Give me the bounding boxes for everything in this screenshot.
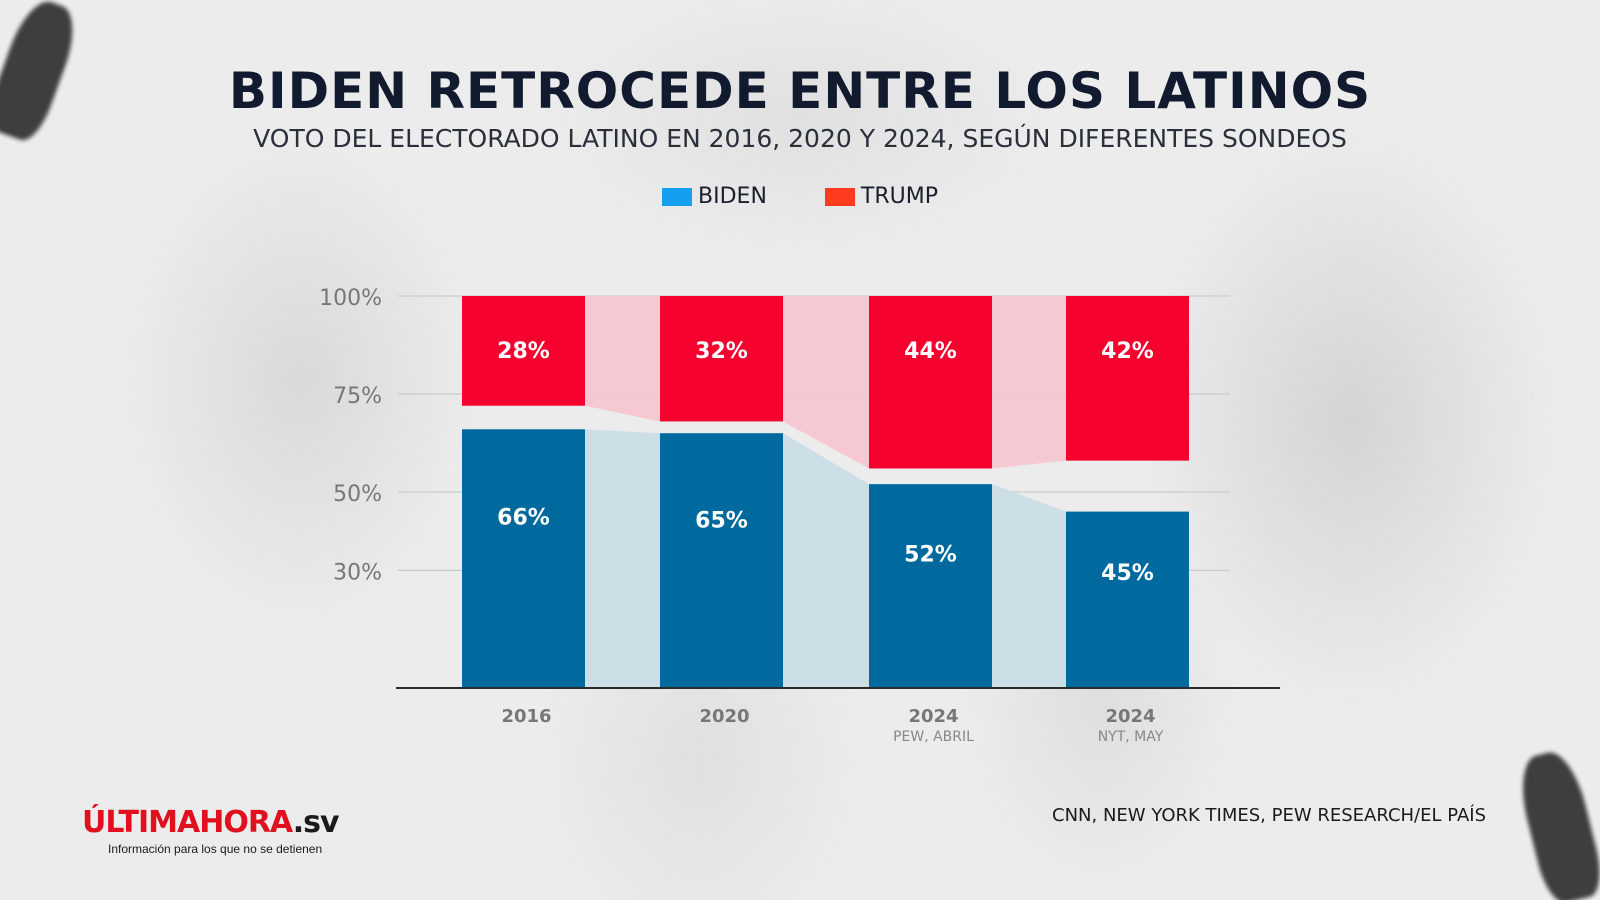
y-tick-label-75: 75% bbox=[333, 384, 382, 409]
biden-value-label-1: 66% bbox=[497, 506, 550, 531]
y-tick-label-100: 100% bbox=[319, 286, 382, 311]
legend-swatch-trump bbox=[824, 187, 855, 206]
x-category-label-4: 2024 bbox=[1105, 706, 1155, 727]
x-category-label-2: 2020 bbox=[699, 706, 749, 727]
legend-label-biden: BIDEN bbox=[698, 184, 767, 209]
biden-bar-3 bbox=[869, 484, 992, 688]
x-category-sublabel-4: NYT, MAY bbox=[1098, 729, 1164, 745]
trump-bar-2 bbox=[660, 296, 783, 422]
trump-value-label-4: 42% bbox=[1101, 339, 1154, 364]
trump-value-label-3: 44% bbox=[904, 339, 957, 364]
legend-label-trump: TRUMP bbox=[860, 184, 938, 209]
y-tick-label-30: 30% bbox=[333, 560, 382, 585]
biden-value-label-2: 65% bbox=[695, 508, 748, 533]
trump-value-label-2: 32% bbox=[695, 339, 748, 364]
biden-bar-2 bbox=[660, 433, 783, 688]
logo-suffix: .sv bbox=[292, 805, 340, 840]
trump-band-1 bbox=[585, 296, 660, 422]
x-category-label-3: 2024 bbox=[908, 706, 958, 727]
legend-item-trump: TRUMP bbox=[824, 184, 938, 209]
trump-bar-1 bbox=[462, 296, 585, 406]
logo-name: HORA bbox=[199, 805, 293, 840]
trump-bar-4 bbox=[1066, 296, 1189, 461]
chart-subtitle: VOTO DEL ELECTORADO LATINO EN 2016, 2020… bbox=[253, 124, 1347, 153]
biden-value-label-4: 45% bbox=[1101, 561, 1154, 586]
y-tick-label-50: 50% bbox=[333, 482, 382, 507]
logo-accent: ÚLTIMA bbox=[82, 805, 200, 840]
biden-bar-1 bbox=[462, 429, 585, 688]
ultimahora-logo: ÚLTIMAHORA.sv Información para los que n… bbox=[82, 805, 340, 857]
biden-band-1 bbox=[585, 429, 660, 688]
logo-tagline: Información para los que no se detienen bbox=[108, 842, 323, 856]
trump-band-3 bbox=[992, 296, 1066, 469]
trump-bar-3 bbox=[869, 296, 992, 469]
chart-source: CNN, NEW YORK TIMES, PEW RESEARCH/EL PAÍ… bbox=[1052, 805, 1486, 826]
x-category-sublabel-3: PEW, ABRIL bbox=[893, 729, 974, 745]
chart-legend: BIDEN TRUMP bbox=[0, 184, 1600, 209]
biden-band-2 bbox=[783, 433, 869, 688]
logo-wordmark: ÚLTIMAHORA.sv bbox=[82, 805, 340, 840]
x-category-label-1: 2016 bbox=[501, 706, 551, 727]
trump-band-2 bbox=[783, 296, 869, 469]
biden-bar-4 bbox=[1066, 511, 1189, 688]
biden-band-3 bbox=[992, 484, 1066, 688]
chart-title: BIDEN RETROCEDE ENTRE LOS LATINOS bbox=[228, 62, 1372, 120]
biden-value-label-3: 52% bbox=[904, 542, 957, 567]
legend-item-biden: BIDEN bbox=[662, 184, 767, 209]
trump-value-label-1: 28% bbox=[497, 339, 550, 364]
legend-swatch-biden bbox=[662, 187, 693, 206]
